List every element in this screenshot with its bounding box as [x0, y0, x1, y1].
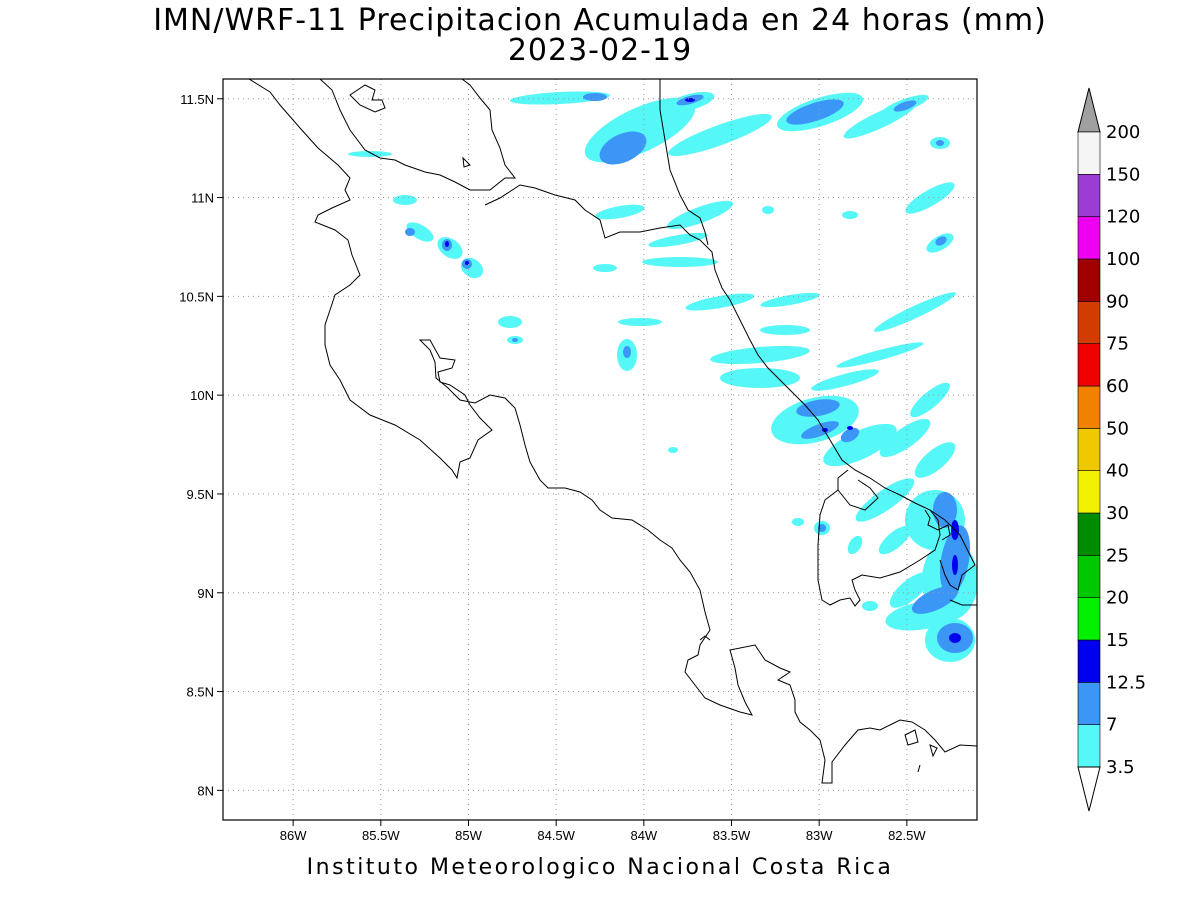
lon-tick-label: 82.5W: [888, 828, 926, 843]
colorbar-bin: [1077, 724, 1101, 768]
lon-tick-label: 85W: [455, 828, 482, 843]
lon-tick-label: 84.5W: [537, 828, 575, 843]
colorbar-label: 30: [1106, 503, 1129, 524]
colorbar-label: 15: [1106, 630, 1129, 651]
colorbar-label: 50: [1106, 418, 1129, 439]
colorbar-label: 200: [1106, 122, 1140, 143]
colorbar-over-arrow: [1077, 87, 1101, 133]
colorbar-label: 90: [1106, 291, 1129, 312]
lon-tick-label: 85.5W: [362, 828, 400, 843]
colorbar-bin: [1077, 131, 1101, 175]
colorbar-bin: [1077, 428, 1101, 471]
lat-tick-label: 9.5N: [187, 487, 214, 502]
lon-tick-label: 83W: [806, 828, 833, 843]
lat-tick-label: 10.5N: [179, 289, 214, 304]
lat-tick-label: 11.5N: [180, 92, 214, 107]
lon-tick-label: 84W: [630, 828, 657, 843]
colorbar-bin: [1077, 597, 1101, 641]
colorbar-bin: [1077, 512, 1101, 556]
colorbar-under-arrow: [1077, 766, 1101, 812]
footer-credit: Instituto Meteorologico Nacional Costa R…: [306, 855, 894, 880]
colorbar-label: 40: [1106, 461, 1129, 482]
colorbar-label: 100: [1106, 249, 1140, 270]
colorbar-label: 150: [1106, 164, 1140, 185]
map-frame: [222, 78, 978, 821]
coastline: [248, 79, 977, 784]
map-axes: 11.5N 11N 10.5N 10N 9.5N 9N 8.5N 8N 86W 85.5W 85W…: [179, 92, 926, 843]
colorbar-bin: [1077, 216, 1101, 260]
lon-tick-label: 86W: [280, 828, 307, 843]
lat-tick-label: 11N: [191, 191, 214, 206]
colorbar-bin: [1077, 301, 1101, 344]
colorbar-bin: [1077, 343, 1101, 387]
colorbar-label: 120: [1106, 207, 1140, 228]
colorbar-bin: [1077, 555, 1101, 598]
colorbar-label: 20: [1106, 588, 1129, 609]
lat-tick-label: 10N: [190, 388, 214, 403]
colorbar-bin: [1077, 258, 1101, 302]
colorbar-label: 12.5: [1106, 672, 1146, 693]
colorbar-label: 60: [1106, 376, 1129, 397]
colorbar-label: 3.5: [1106, 757, 1135, 778]
colorbar: 3.5 7 12.5 15 20 25 30 40 50 60 75 90 100 120 150 200: [1077, 87, 1146, 812]
colorbar-bin: [1077, 682, 1101, 725]
colorbar-bin: [1077, 639, 1101, 683]
colorbar-bin: [1077, 385, 1101, 429]
lat-tick-label: 8N: [197, 783, 214, 798]
map-title: IMN/WRF-11 Precipitacion Acumulada en 24…: [153, 3, 1047, 38]
colorbar-bin: [1077, 174, 1101, 217]
map-date: 2023-02-19: [507, 33, 693, 68]
colorbar-bin: [1077, 470, 1101, 514]
colorbar-label: 25: [1106, 545, 1129, 566]
colorbar-label: 75: [1106, 334, 1129, 355]
lon-tick-label: 83.5W: [713, 828, 751, 843]
lat-tick-label: 8.5N: [187, 685, 214, 700]
precipitation-field: [348, 91, 977, 662]
colorbar-label: 7: [1106, 715, 1117, 736]
lat-tick-label: 9N: [197, 586, 214, 601]
